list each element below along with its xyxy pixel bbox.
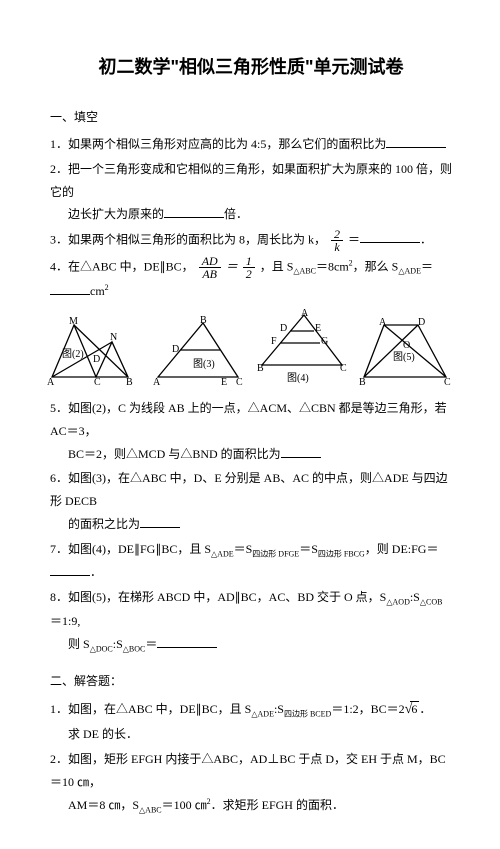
figure-4: A D E F G B C 图(4)	[252, 309, 352, 387]
p2: 2．如图，矩形 EFGH 内接于△ABC，AD⊥BC 于点 D，交 EH 于点 …	[50, 748, 452, 817]
q2-text2: 边长扩大为原来的	[68, 207, 164, 221]
q6-text2: 的面积之比为	[68, 517, 140, 531]
fig3-label: 图(3)	[193, 358, 215, 370]
q1-text: 1．如果两个相似三角形对应高的比为 4:5，那么它们的面积比为	[50, 137, 386, 151]
q7: 7．如图(4)，DE∥FG∥BC，且 S△ADE＝S四边形 DFGE＝S四边形 …	[50, 538, 452, 584]
q4-text5: ＝	[421, 259, 433, 273]
svg-text:B: B	[200, 315, 207, 326]
svg-text:B: B	[359, 377, 366, 387]
blank	[360, 232, 420, 244]
q4-sub1: △ABC	[293, 267, 316, 276]
svg-text:C: C	[94, 377, 101, 387]
svg-text:A: A	[153, 377, 161, 387]
q4: 4．在△ABC 中，DE∥BC， ADAB ＝ 12 ，且 S△ABC＝8cm2…	[50, 255, 452, 303]
fig4-label: 图(4)	[287, 372, 309, 384]
svg-text:B: B	[257, 363, 264, 374]
page-root: 初二数学"相似三角形性质"单元测试卷 一、填空 1．如果两个相似三角形对应高的比…	[0, 0, 500, 849]
q5-line2: BC＝2，则△MCD 与△BND 的面积比为	[50, 443, 452, 466]
q8: 8．如图(5)，在梯形 ABCD 中，AD∥BC，AC、BD 交于 O 点，S△…	[50, 586, 452, 656]
blank	[140, 516, 180, 528]
svg-text:C: C	[340, 363, 347, 374]
q7-text1: 7．如图(4)，DE∥FG∥BC，且 S	[50, 542, 211, 556]
svg-text:E: E	[221, 377, 227, 387]
svg-text:O: O	[403, 340, 410, 351]
svg-text:A: A	[379, 317, 387, 328]
svg-text:图(5): 图(5)	[393, 351, 415, 363]
svg-text:A: A	[301, 309, 309, 319]
section-1-head: 一、填空	[50, 106, 452, 129]
svg-text:G: G	[321, 336, 328, 347]
svg-text:D: D	[280, 323, 287, 334]
figures-row: M N A C D B 图(2) B A D E C 图(3)	[44, 309, 452, 387]
svg-text:C: C	[444, 377, 451, 387]
q2-line1: 2．把一个三角形变成和它相似的三角形，如果面积扩大为原来的 100 倍，则它的	[50, 162, 452, 199]
svg-text:A: A	[47, 377, 55, 387]
page-title: 初二数学"相似三角形性质"单元测试卷	[50, 50, 452, 84]
q6: 6．如图(3)，在△ABC 中，D、E 分别是 AB、AC 的中点，则△ADE …	[50, 467, 452, 535]
svg-text:E: E	[315, 323, 321, 334]
q1: 1．如果两个相似三角形对应高的比为 4:5，那么它们的面积比为	[50, 133, 452, 156]
q4-text4: ，那么 S	[353, 259, 399, 273]
sqrt-icon: √6	[405, 697, 420, 724]
q2-line2: 边长扩大为原来的 倍．	[50, 203, 452, 226]
svg-text:N: N	[110, 332, 117, 343]
blank	[164, 207, 224, 219]
q4-text2: ，且 S	[260, 259, 294, 273]
blank	[50, 565, 90, 577]
q6-line1: 6．如图(3)，在△ABC 中，D、E 分别是 AB、AC 的中点，则△ADE …	[50, 471, 448, 508]
p1: 1．如图，在△ABC 中，DE∥BC，且 S△ADE:S四边形 BCED＝1:2…	[50, 697, 452, 746]
frac-adab: ADAB	[199, 255, 221, 280]
q8-line2: 则 S△DOC:S△BOC＝	[50, 633, 452, 657]
blank	[50, 283, 90, 295]
svg-text:B: B	[126, 377, 133, 387]
svg-text:C: C	[236, 377, 243, 387]
q3-text1: 3．如果两个相似三角形的面积比为 8，周长比为 k，	[50, 232, 326, 246]
q6-line2: 的面积之比为	[50, 513, 452, 536]
q5-text2: BC＝2，则△MCD 与△BND 的面积比为	[68, 447, 281, 461]
q2-text3: 倍．	[224, 207, 248, 221]
blank	[386, 136, 446, 148]
svg-text:D: D	[93, 354, 100, 365]
q3-text2: ．	[420, 232, 432, 246]
frac-half: 12	[243, 255, 255, 280]
q3: 3．如果两个相似三角形的面积比为 8，周长比为 k， 2k ＝．	[50, 228, 452, 253]
p1-line2: 求 DE 的长．	[50, 723, 452, 746]
q4-text6: cm	[90, 284, 105, 298]
figure-3: B A D E C 图(3)	[148, 315, 248, 387]
figure-2: M N A C D B 图(2)	[44, 315, 144, 387]
svg-text:F: F	[271, 336, 277, 347]
q4-text1: 4．在△ABC 中，DE∥BC，	[50, 259, 194, 273]
q4-sub2: △ADE	[398, 267, 421, 276]
fig2-label: 图(2)	[62, 348, 84, 360]
q5-line1: 5．如图(2)，C 为线段 AB 上的一点，△ACM、△CBN 都是等边三角形，…	[50, 401, 447, 438]
blank	[281, 446, 321, 458]
svg-text:D: D	[418, 317, 425, 328]
q4-text3: ＝8cm	[316, 259, 349, 273]
section-2-head: 二、解答题：	[50, 670, 452, 693]
figure-5: A D O B C 图(5)	[356, 315, 456, 387]
q8-text1: 8．如图(5)，在梯形 ABCD 中，AD∥BC，AC、BD 交于 O 点，S	[50, 590, 386, 604]
frac-2k: 2k	[331, 228, 343, 253]
p2-line2: AM＝8 ㎝，S△ABC＝100 ㎝2．求矩形 EFGH 的面积．	[50, 794, 452, 818]
blank	[157, 636, 217, 648]
svg-text:M: M	[69, 316, 78, 327]
q2: 2．把一个三角形变成和它相似的三角形，如果面积扩大为原来的 100 倍，则它的 …	[50, 158, 452, 226]
q5: 5．如图(2)，C 为线段 AB 上的一点，△ACM、△CBN 都是等边三角形，…	[50, 397, 452, 465]
svg-text:D: D	[172, 344, 179, 355]
